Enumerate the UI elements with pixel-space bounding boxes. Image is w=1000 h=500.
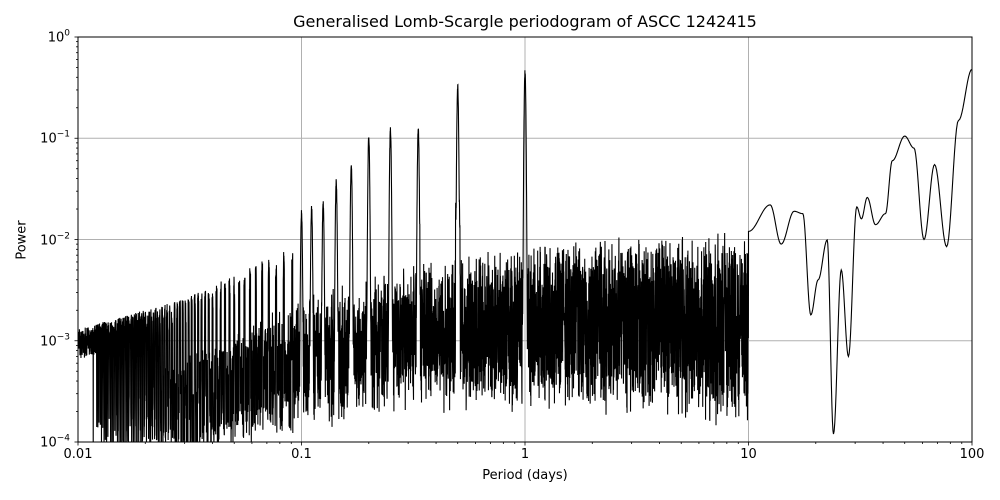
y-tick-label: 10−1 — [40, 129, 70, 147]
grid-lines — [78, 37, 972, 442]
x-axis-label: Period (days) — [482, 468, 568, 483]
y-tick-label: 10−3 — [40, 332, 70, 350]
x-tick-label: 10 — [740, 447, 757, 462]
y-axis-label: Power — [14, 220, 30, 260]
y-tick-label: 100 — [47, 28, 70, 46]
x-tick-label: 0.01 — [63, 447, 93, 462]
y-tick-label: 10−2 — [40, 231, 70, 248]
x-tick-label: 1 — [520, 447, 530, 462]
x-tick-label: 0.1 — [291, 447, 312, 462]
periodogram-line — [78, 68, 972, 442]
chart-title: Generalised Lomb-Scargle periodogram of … — [293, 12, 757, 31]
y-tick-label: 10−4 — [40, 433, 70, 451]
axis-ticks — [74, 36, 973, 446]
x-tick-label: 100 — [959, 447, 985, 462]
